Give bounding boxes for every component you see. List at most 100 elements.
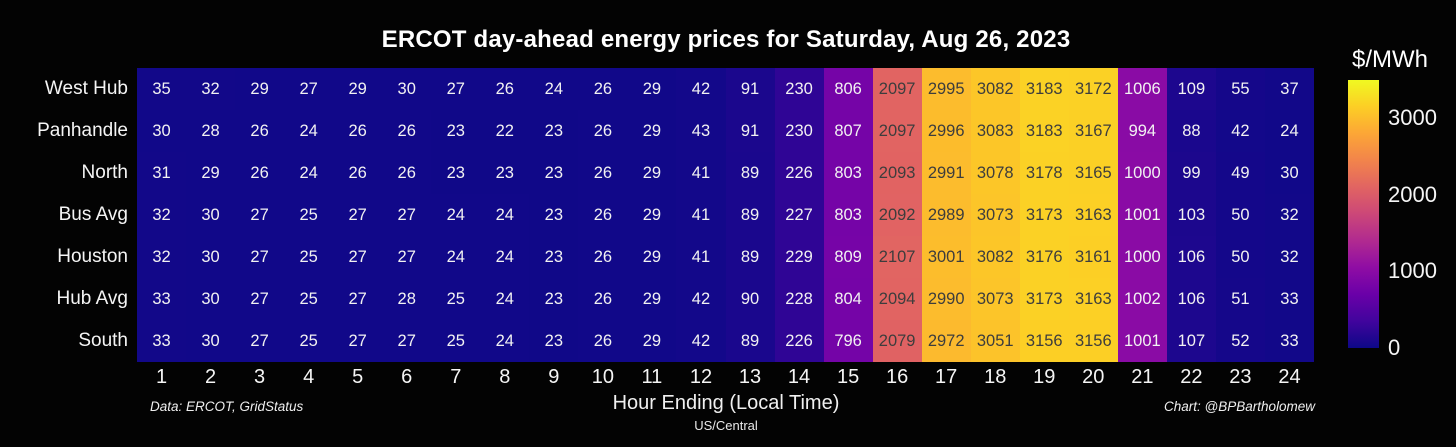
- heatmap-cell: 1000: [1117, 152, 1167, 194]
- heatmap-cell: 23: [529, 194, 579, 236]
- colorbar-gradient: [1348, 80, 1379, 348]
- heatmap-cell: 230: [774, 110, 824, 152]
- heatmap-cell: 25: [284, 278, 334, 320]
- x-tick-label: 8: [499, 366, 511, 388]
- heatmap-cell: 29: [235, 68, 285, 110]
- x-axis-label: Hour Ending (Local Time): [612, 392, 840, 414]
- heatmap-cell: 41: [676, 152, 726, 194]
- heatmap-cell: 227: [774, 194, 824, 236]
- heatmap-cell: 29: [627, 194, 677, 236]
- heatmap-cell: 22: [480, 110, 530, 152]
- x-tick-label: 6: [401, 366, 413, 388]
- heatmap-cell: 2990: [921, 278, 971, 320]
- heatmap-cell: 3156: [1019, 320, 1069, 362]
- heatmap-grid: 35 32 29 27 29 30 27 26 24 26 29 42 91 230 806 2097 2995…: [137, 68, 1314, 362]
- heatmap-cell: 804: [823, 278, 873, 320]
- heatmap-cell: 103: [1166, 194, 1216, 236]
- x-tick-label: 23: [1229, 366, 1252, 388]
- heatmap-cell: 26: [578, 152, 628, 194]
- heatmap-cell: 27: [333, 194, 383, 236]
- heatmap-cell: 23: [480, 152, 530, 194]
- heatmap-cell: 26: [382, 152, 432, 194]
- heatmap-cell: 41: [676, 236, 726, 278]
- heatmap-cell: 33: [137, 278, 187, 320]
- heatmap-cell: 29: [627, 236, 677, 278]
- heatmap-cell: 24: [431, 236, 481, 278]
- heatmap-cell: 2995: [921, 68, 971, 110]
- heatmap-cell: 26: [578, 278, 628, 320]
- x-tick-label: 17: [935, 366, 958, 388]
- row-label: Houston: [57, 246, 128, 267]
- heatmap-cell: 2107: [872, 236, 922, 278]
- heatmap-cell: 3163: [1068, 278, 1118, 320]
- heatmap-cell: 33: [137, 320, 187, 362]
- heatmap-cell: 32: [1264, 194, 1314, 236]
- x-tick-label: 5: [352, 366, 364, 388]
- heatmap-cell: 109: [1166, 68, 1216, 110]
- x-tick-label: 13: [738, 366, 762, 388]
- heatmap-cell: 29: [333, 68, 383, 110]
- heatmap-cell: 1000: [1117, 236, 1167, 278]
- heatmap-cell: 3183: [1019, 110, 1069, 152]
- heatmap-cell: 26: [578, 236, 628, 278]
- heatmap-cell: 24: [1264, 110, 1314, 152]
- heatmap-cell: 23: [431, 152, 481, 194]
- heatmap-cell: 27: [235, 320, 285, 362]
- colorbar-tick-label: 2000: [1388, 181, 1437, 207]
- heatmap-cell: 24: [529, 68, 579, 110]
- colorbar-unit-label: $/MWh: [1351, 46, 1428, 73]
- heatmap-cell: 23: [431, 110, 481, 152]
- heatmap-cell: 33: [1264, 320, 1314, 362]
- heatmap-cell: 807: [823, 110, 873, 152]
- heatmap-cell: 3051: [970, 320, 1020, 362]
- heatmap-cell: 52: [1215, 320, 1265, 362]
- heatmap-cell: 27: [333, 278, 383, 320]
- heatmap-cell: 29: [627, 152, 677, 194]
- x-tick-label: 7: [450, 366, 462, 388]
- heatmap-cell: 3082: [970, 68, 1020, 110]
- heatmap-cell: 2989: [921, 194, 971, 236]
- heatmap-cell: 3073: [970, 194, 1020, 236]
- heatmap-cell: 3078: [970, 152, 1020, 194]
- heatmap-cell: 25: [284, 236, 334, 278]
- heatmap-cell: 3083: [970, 110, 1020, 152]
- heatmap-cell: 25: [431, 278, 481, 320]
- heatmap-cell: 30: [382, 68, 432, 110]
- x-tick-label: 3: [254, 366, 266, 388]
- heatmap-cell: 28: [382, 278, 432, 320]
- x-tick-label: 16: [886, 366, 909, 388]
- heatmap-cell: 3183: [1019, 68, 1069, 110]
- heatmap-cell: 27: [235, 236, 285, 278]
- heatmap-cell: 1001: [1117, 320, 1167, 362]
- heatmap-cell: 2093: [872, 152, 922, 194]
- heatmap-cell: 27: [431, 68, 481, 110]
- heatmap-cell: 32: [137, 236, 187, 278]
- x-tick-label: 10: [591, 366, 615, 388]
- heatmap-cell: 230: [774, 68, 824, 110]
- heatmap-cell: 24: [480, 236, 530, 278]
- colorbar-tick-label: 3000: [1388, 105, 1437, 131]
- heatmap-cell: 32: [137, 194, 187, 236]
- heatmap-cell: 3167: [1068, 110, 1118, 152]
- colorbar-tick-label: 1000: [1388, 258, 1437, 284]
- heatmap-cell: 91: [725, 68, 775, 110]
- heatmap-cell: 1001: [1117, 194, 1167, 236]
- heatmap-cell: 27: [235, 194, 285, 236]
- x-tick-label: 19: [1033, 366, 1056, 388]
- heatmap-cell: 30: [137, 110, 187, 152]
- x-tick-label: 1: [155, 366, 168, 388]
- heatmap-cell: 806: [823, 68, 873, 110]
- x-tick-label: 18: [984, 366, 1007, 388]
- heatmap-cell: 3001: [921, 236, 971, 278]
- heatmap-cell: 35: [137, 68, 187, 110]
- heatmap-cell: 3073: [970, 278, 1020, 320]
- chart-credit-footnote: Chart: @BPBartholomew: [1163, 399, 1315, 414]
- heatmap-cell: 51: [1215, 278, 1265, 320]
- heatmap-cell: 25: [431, 320, 481, 362]
- heatmap-cell: 29: [627, 278, 677, 320]
- row-label: Panhandle: [37, 120, 128, 141]
- x-axis-sublabel: US/Central: [694, 418, 758, 433]
- heatmap-cell: 24: [480, 194, 530, 236]
- heatmap-cell: 26: [480, 68, 530, 110]
